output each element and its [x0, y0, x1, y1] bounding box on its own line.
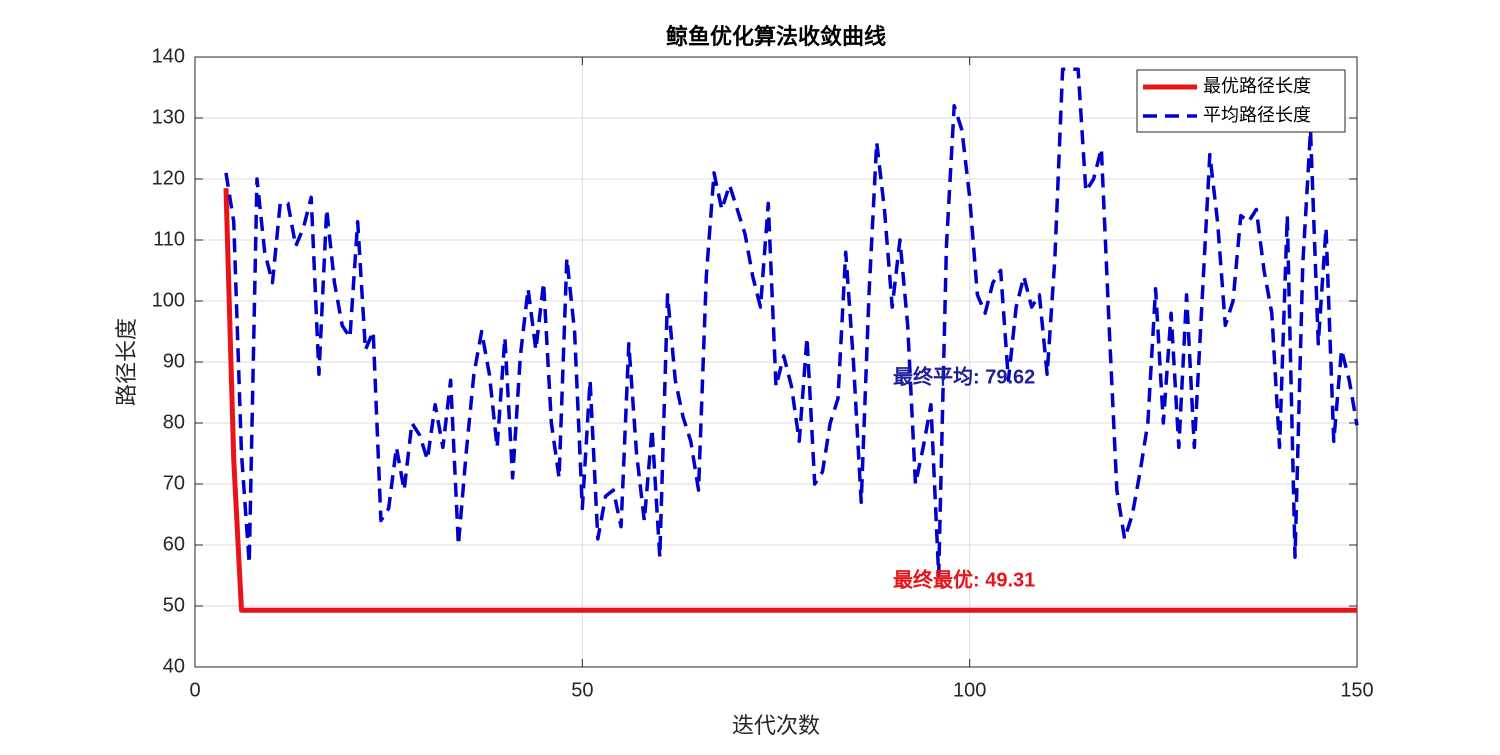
x-tick-label: 150 — [1340, 679, 1373, 701]
y-tick-label: 120 — [152, 167, 185, 189]
y-tick-label: 60 — [163, 533, 185, 555]
annotation: 最终最优: 49.31 — [893, 567, 1035, 591]
legend-label: 平均路径长度 — [1203, 105, 1311, 125]
y-tick-label: 70 — [163, 472, 185, 494]
data-line — [223, 188, 1357, 613]
y-tick-label: 140 — [152, 45, 185, 67]
legend-label: 最优路径长度 — [1203, 76, 1311, 96]
y-axis-label: 路径长度 — [114, 318, 139, 406]
y-tick-label: 90 — [163, 350, 185, 372]
plot-frame — [194, 56, 1358, 668]
chart-title: 鲸鱼优化算法收敛曲线 — [666, 24, 886, 49]
y-tick-label: 80 — [163, 411, 185, 433]
legend-box — [1136, 69, 1346, 133]
annotation: 最终平均: 79.62 — [893, 364, 1035, 388]
x-tick-label: 50 — [571, 679, 593, 701]
y-tick-label: 130 — [152, 106, 185, 128]
y-tick-label: 40 — [163, 655, 185, 677]
x-tick-label: 100 — [953, 679, 986, 701]
x-tick-label: 0 — [189, 679, 200, 701]
y-tick-label: 100 — [152, 289, 185, 311]
x-axis-label: 迭代次数 — [732, 713, 820, 738]
data-line — [224, 67, 1359, 578]
y-tick-label: 110 — [153, 228, 185, 250]
y-tick-label: 50 — [163, 594, 185, 616]
